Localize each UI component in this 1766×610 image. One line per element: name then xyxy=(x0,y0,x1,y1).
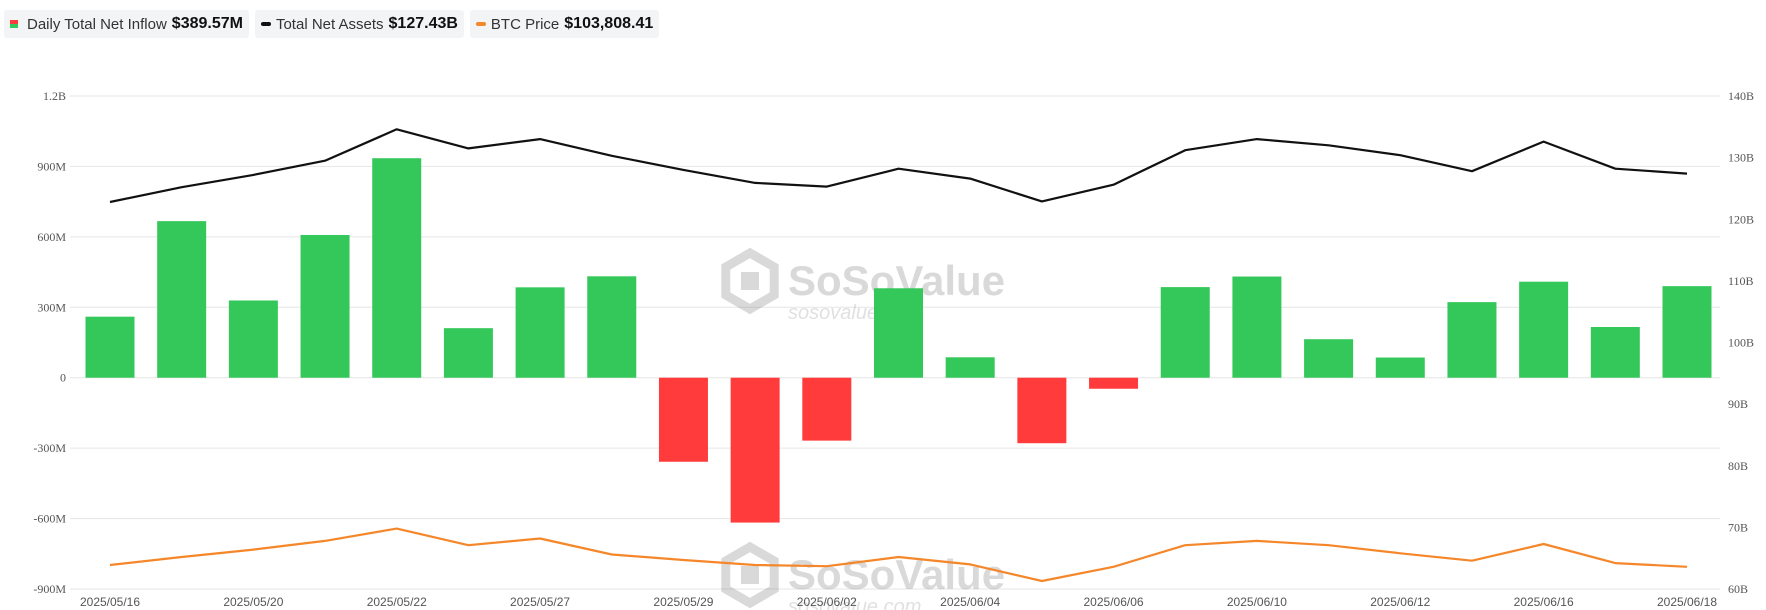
left-axis-tick-label: -900M xyxy=(33,582,66,596)
x-axis-tick-label: 2025/06/16 xyxy=(1514,595,1574,609)
legend-label: Daily Total Net Inflow xyxy=(27,15,167,33)
bar-swatch-icon xyxy=(10,20,18,28)
net-inflow-bar[interactable] xyxy=(945,357,995,378)
net-inflow-bar[interactable] xyxy=(1590,327,1640,378)
legend-item-btc-price[interactable]: BTC Price $103,808.41 xyxy=(469,10,660,38)
x-axis-tick-label: 2025/06/04 xyxy=(940,595,1000,609)
line-swatch-icon xyxy=(475,22,486,26)
net-inflow-bar[interactable] xyxy=(1017,377,1067,444)
right-axis-tick-label: 110B xyxy=(1728,274,1754,288)
x-axis-tick-label: 2025/05/16 xyxy=(80,595,140,609)
watermark-brand: SoSoValue xyxy=(788,551,1005,598)
net-inflow-bar[interactable] xyxy=(372,158,422,378)
total-net-assets-line[interactable] xyxy=(109,128,1688,204)
x-axis-tick-label: 2025/05/29 xyxy=(653,595,713,609)
hexagon-logo-icon xyxy=(721,247,779,315)
left-axis-tick-label: 1.2B xyxy=(43,89,66,103)
left-axis-tick-label: 900M xyxy=(37,159,66,173)
x-axis-tick-label: 2025/06/18 xyxy=(1657,595,1717,609)
legend-value: $389.57M xyxy=(171,15,243,32)
net-inflow-bar[interactable] xyxy=(85,316,135,378)
right-axis-tick-label: 120B xyxy=(1728,212,1754,226)
net-inflow-bar[interactable] xyxy=(1089,377,1139,389)
left-axis-tick-label: 300M xyxy=(37,300,66,314)
net-inflow-bar[interactable] xyxy=(1375,357,1425,378)
right-axis-tick-label: 130B xyxy=(1728,151,1754,165)
chart-legend: Daily Total Net Inflow $389.57M Total Ne… xyxy=(4,10,665,38)
net-inflow-bar[interactable] xyxy=(658,377,708,462)
left-axis-tick-label: 0 xyxy=(60,371,66,385)
right-axis-tick-label: 80B xyxy=(1728,459,1748,473)
net-inflow-bar[interactable] xyxy=(874,288,923,378)
legend-value: $103,808.41 xyxy=(564,15,654,32)
btc-price-line[interactable] xyxy=(109,527,1688,583)
line-swatch-icon xyxy=(260,22,271,26)
x-axis-tick-label: 2025/05/27 xyxy=(510,595,570,609)
right-axis-tick-label: 70B xyxy=(1728,520,1748,534)
net-inflow-bar[interactable] xyxy=(730,377,780,523)
net-inflow-bar[interactable] xyxy=(802,377,852,441)
net-inflow-bar[interactable] xyxy=(157,221,207,378)
x-axis-tick-label: 2025/06/10 xyxy=(1227,595,1287,609)
watermark-layer: SoSoValuesosovalue.comSoSoValuesosovalue… xyxy=(721,247,1005,610)
hexagon-logo-icon xyxy=(721,541,779,609)
left-axis-tick-label: -600M xyxy=(33,512,66,526)
net-inflow-bar[interactable] xyxy=(300,234,350,378)
net-inflow-bar[interactable] xyxy=(1304,339,1354,378)
x-axis-tick-label: 2025/05/22 xyxy=(367,595,427,609)
legend-value: $127.43B xyxy=(388,15,458,32)
right-axis-tick-label: 90B xyxy=(1728,397,1748,411)
legend-label: Total Net Assets xyxy=(275,15,384,33)
legend-item-net-inflow[interactable]: Daily Total Net Inflow $389.57M xyxy=(4,10,249,38)
right-axis-tick-label: 100B xyxy=(1728,336,1754,350)
left-axis-tick-label: -300M xyxy=(33,441,66,455)
logo-core-shape xyxy=(741,272,759,290)
x-axis-tick-label: 2025/06/06 xyxy=(1084,595,1144,609)
right-axis-tick-label: 140B xyxy=(1728,89,1754,103)
x-axis-tick-label: 2025/05/20 xyxy=(223,595,283,609)
x-axis-tick-label: 2025/06/02 xyxy=(797,595,857,609)
net-inflow-bar[interactable] xyxy=(587,276,637,378)
net-inflow-bar[interactable] xyxy=(1160,287,1210,378)
net-inflow-bar[interactable] xyxy=(228,300,278,378)
net-inflow-bar[interactable] xyxy=(515,287,565,378)
line-series xyxy=(109,128,1688,583)
x-axis-tick-label: 2025/06/12 xyxy=(1370,595,1430,609)
net-inflow-bar[interactable] xyxy=(1447,302,1497,378)
bar-swatch-positive xyxy=(10,24,18,28)
bar-swatch-negative xyxy=(10,20,18,24)
watermark-site: sosovalue.com xyxy=(788,596,921,610)
logo-core-shape xyxy=(741,566,759,584)
net-inflow-bar[interactable] xyxy=(1662,286,1712,378)
net-inflow-bar[interactable] xyxy=(1519,281,1569,378)
legend-item-total-net-assets[interactable]: Total Net Assets $127.43B xyxy=(254,10,464,38)
bar-series xyxy=(85,158,1712,523)
left-axis-tick-label: 600M xyxy=(37,230,66,244)
legend-label: BTC Price xyxy=(490,15,560,33)
net-inflow-bar[interactable] xyxy=(443,328,493,378)
net-inflow-bar[interactable] xyxy=(1232,276,1282,378)
axis-ticks: 1.2B 900M 600M 300M 0 -300M -600M -900M 140B 130B… xyxy=(33,89,1754,609)
right-axis-tick-label: 60B xyxy=(1728,582,1748,596)
